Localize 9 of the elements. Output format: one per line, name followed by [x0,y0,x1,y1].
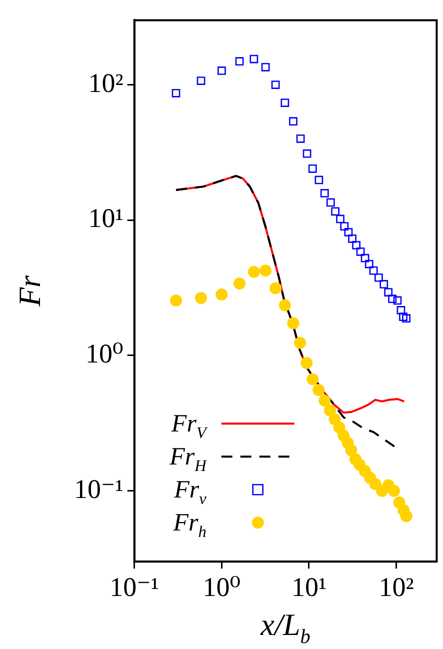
y-tick-label: 10¹ [88,203,124,234]
y-tick-label: 10⁰ [86,338,124,369]
y-tick-label: 10² [88,68,124,98]
x-tick-label: 10² [378,572,414,602]
x-tick-label: 10¹ [291,572,327,602]
y-axis-title: Fr [12,274,47,308]
x-tick-label: 10⁻¹ [110,572,160,602]
y-tick-label: 10⁻¹ [74,474,124,504]
x-tick-label: 10⁰ [202,572,241,602]
